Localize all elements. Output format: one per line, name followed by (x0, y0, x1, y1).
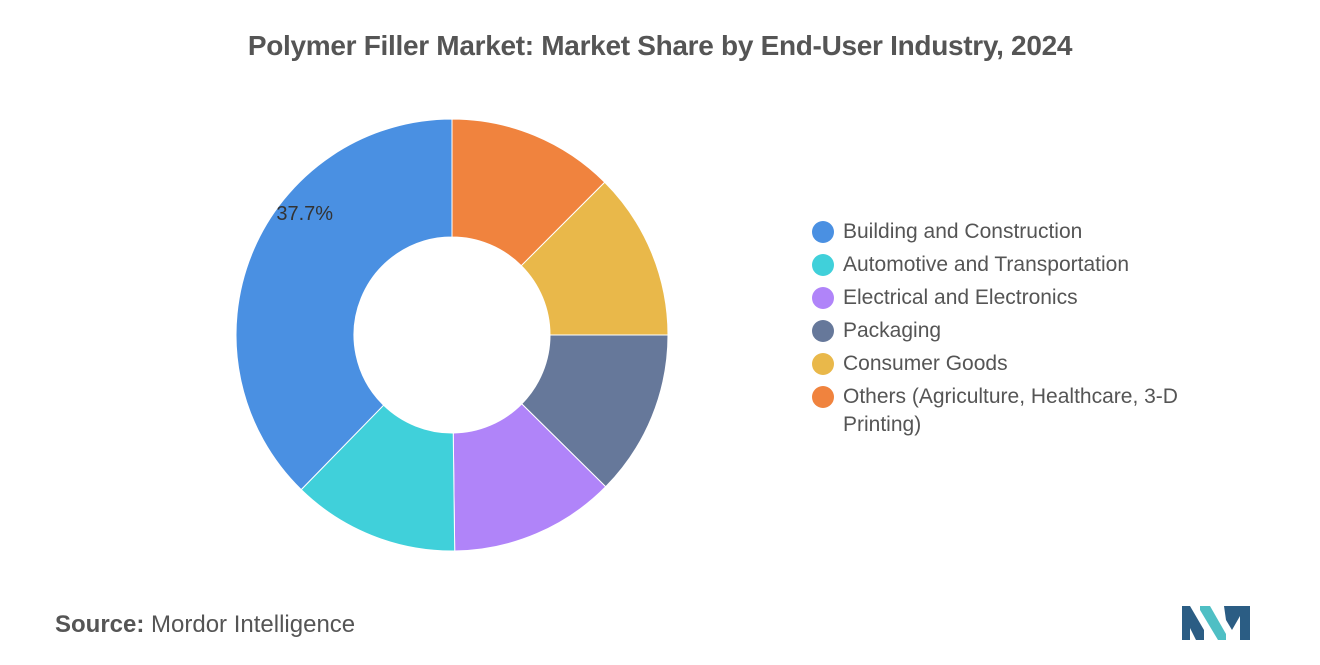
legend-swatch (812, 386, 834, 408)
legend-item: Packaging (812, 317, 1232, 345)
legend-label: Electrical and Electronics (843, 286, 1078, 309)
slice-data-label: 37.7% (276, 203, 333, 225)
legend-swatch (812, 320, 834, 342)
logo-shape-right (1224, 606, 1250, 640)
logo-shape-left (1182, 606, 1204, 640)
legend-swatch (812, 353, 834, 375)
source-value: Mordor Intelligence (151, 611, 356, 638)
legend-label: Building and Construction (843, 220, 1083, 243)
mordor-intelligence-logo-icon (1182, 606, 1250, 640)
legend-label: Automotive and Transportation (843, 253, 1130, 276)
chart-title: Polymer Filler Market: Market Share by E… (247, 30, 1073, 61)
legend-label: Consumer Goods (843, 352, 1008, 375)
legend-swatch (812, 287, 834, 309)
donut-slice-building (235, 118, 453, 491)
source-note: Source: Mordor Intelligence (55, 611, 355, 639)
legend-swatch (812, 254, 834, 276)
legend-item: Electrical and Electronics (812, 284, 1232, 312)
legend-swatch (812, 221, 834, 243)
legend-item: Automotive and Transportation (812, 251, 1232, 279)
chart-legend: Building and Construction Automotive and … (812, 218, 1232, 444)
legend-label: Packaging (843, 319, 942, 342)
legend-item: Building and Construction (812, 218, 1232, 246)
source-label: Source: (55, 611, 145, 638)
legend-item: Consumer Goods (812, 350, 1232, 378)
legend-label: Others (Agriculture, Healthcare, 3-D Pri… (843, 385, 1178, 436)
logo-shape-mid (1200, 606, 1226, 640)
legend-item: Others (Agriculture, Healthcare, 3-D Pri… (812, 383, 1232, 439)
